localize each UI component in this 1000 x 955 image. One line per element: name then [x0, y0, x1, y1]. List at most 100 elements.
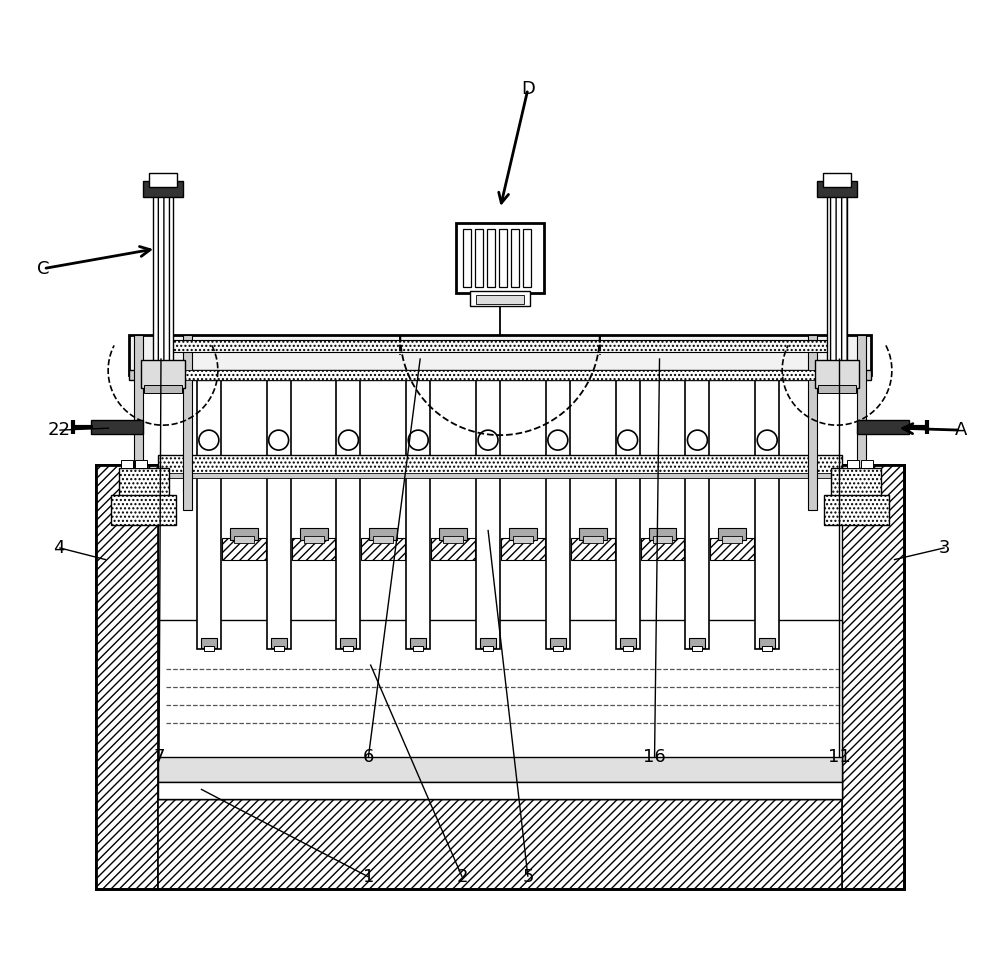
- Bar: [129, 371, 871, 380]
- Bar: [470, 290, 530, 307]
- Text: 16: 16: [643, 748, 666, 766]
- Bar: [817, 180, 857, 197]
- Text: 22: 22: [48, 421, 71, 439]
- Bar: [847, 460, 859, 468]
- Bar: [583, 536, 603, 542]
- Bar: [271, 638, 287, 647]
- Bar: [413, 646, 423, 651]
- Text: 1: 1: [363, 868, 374, 886]
- Bar: [857, 335, 866, 510]
- Bar: [501, 538, 545, 560]
- Bar: [685, 380, 709, 649]
- Bar: [523, 229, 531, 286]
- Bar: [546, 380, 570, 649]
- Bar: [230, 528, 258, 540]
- Bar: [222, 538, 266, 560]
- Bar: [304, 536, 324, 542]
- Circle shape: [408, 430, 428, 450]
- Circle shape: [548, 430, 568, 450]
- Bar: [499, 229, 507, 286]
- Circle shape: [338, 430, 358, 450]
- Bar: [158, 782, 842, 799]
- Bar: [144, 385, 182, 393]
- Bar: [857, 420, 909, 435]
- Bar: [197, 380, 221, 649]
- Bar: [300, 528, 328, 540]
- Bar: [456, 223, 544, 292]
- Text: 2: 2: [456, 868, 468, 886]
- Bar: [827, 189, 847, 383]
- Bar: [710, 538, 754, 560]
- Bar: [129, 335, 871, 375]
- Bar: [476, 294, 524, 304]
- Bar: [439, 528, 467, 540]
- Bar: [267, 380, 291, 649]
- Bar: [823, 173, 851, 187]
- Circle shape: [757, 430, 777, 450]
- Bar: [158, 371, 842, 380]
- Text: 6: 6: [363, 748, 374, 766]
- Bar: [616, 380, 640, 649]
- Bar: [119, 468, 169, 498]
- Bar: [373, 536, 393, 542]
- Bar: [509, 528, 537, 540]
- Bar: [831, 468, 881, 498]
- Bar: [463, 229, 471, 286]
- Text: 5: 5: [522, 868, 534, 886]
- Bar: [689, 638, 705, 647]
- Bar: [141, 360, 185, 389]
- Text: 11: 11: [828, 748, 850, 766]
- Text: D: D: [521, 80, 535, 98]
- Bar: [842, 465, 904, 889]
- Bar: [487, 229, 495, 286]
- Bar: [158, 340, 842, 352]
- Bar: [762, 646, 772, 651]
- Bar: [483, 646, 493, 651]
- Bar: [183, 335, 192, 510]
- Bar: [406, 380, 430, 649]
- Bar: [292, 538, 335, 560]
- Bar: [579, 528, 607, 540]
- Bar: [274, 646, 284, 651]
- Circle shape: [269, 430, 289, 450]
- Bar: [96, 465, 904, 889]
- Bar: [343, 646, 353, 651]
- Bar: [91, 420, 143, 435]
- Bar: [818, 385, 856, 393]
- Bar: [824, 495, 889, 525]
- Circle shape: [478, 430, 498, 450]
- Bar: [121, 460, 133, 468]
- Circle shape: [687, 430, 707, 450]
- Bar: [134, 335, 143, 510]
- Text: C: C: [37, 260, 50, 278]
- Bar: [336, 380, 360, 649]
- Bar: [553, 646, 563, 651]
- Circle shape: [618, 430, 638, 450]
- Bar: [475, 229, 483, 286]
- Bar: [550, 638, 566, 647]
- Text: 4: 4: [54, 539, 65, 557]
- Bar: [111, 495, 176, 525]
- Bar: [158, 456, 842, 475]
- Bar: [410, 638, 426, 647]
- Bar: [480, 638, 496, 647]
- Bar: [620, 638, 636, 647]
- Bar: [201, 638, 217, 647]
- Bar: [158, 473, 842, 478]
- Bar: [755, 380, 779, 649]
- Bar: [649, 528, 676, 540]
- Bar: [692, 646, 702, 651]
- Text: 3: 3: [939, 539, 950, 557]
- Bar: [511, 229, 519, 286]
- Bar: [759, 638, 775, 647]
- Circle shape: [199, 430, 219, 450]
- Bar: [861, 460, 873, 468]
- Bar: [96, 465, 158, 889]
- Bar: [135, 460, 147, 468]
- Bar: [623, 646, 633, 651]
- Bar: [808, 335, 817, 510]
- Bar: [815, 360, 859, 389]
- Bar: [153, 189, 173, 383]
- Bar: [431, 538, 475, 560]
- Bar: [653, 536, 672, 542]
